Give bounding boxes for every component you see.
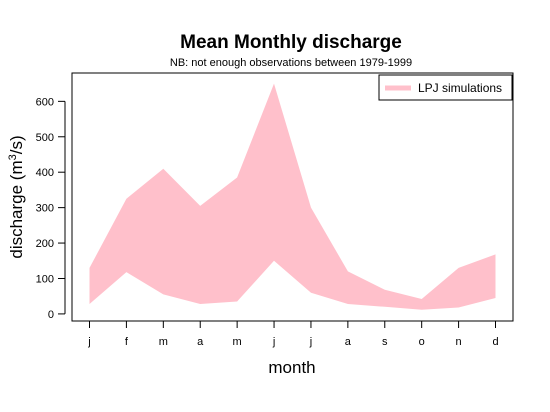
x-axis-label: month (268, 358, 315, 377)
plot-frame (71, 72, 514, 322)
chart-title: Mean Monthly discharge (180, 32, 402, 53)
y-tick-label: 600 (36, 96, 54, 108)
y-axis-label-prefix: discharge (m (7, 160, 26, 258)
x-tick-label: a (345, 336, 352, 348)
series-band-0 (89, 83, 496, 310)
y-tick-label: 400 (36, 167, 54, 179)
y-axis-label: discharge (m3/s) (7, 135, 26, 258)
x-tick-label: j (309, 336, 312, 348)
x-tick-label: a (197, 336, 204, 348)
x-tick-label: o (419, 336, 425, 348)
y-axis-label-suffix: /s) (7, 135, 26, 154)
legend-box (378, 74, 513, 101)
y-tick-label: 300 (36, 203, 54, 215)
y-tick-label: 0 (48, 309, 54, 321)
y-tick-label: 200 (36, 238, 54, 250)
x-tick-label: m (159, 336, 168, 348)
x-tick-label: j (272, 336, 275, 348)
y-axis-label-superscript: 3 (7, 154, 19, 160)
chart-subtitle: NB: not enough observations between 1979… (170, 57, 412, 69)
x-tick-label: s (382, 336, 388, 348)
plot-area (89, 83, 496, 310)
x-tick-label: j (87, 336, 90, 348)
x-tick-label: m (233, 336, 242, 348)
y-axis: 0 100 200 300 400 500 600 (36, 96, 66, 321)
x-tick-label: d (492, 336, 498, 348)
legend: LPJ simulations (378, 74, 513, 101)
x-tick-label: f (125, 336, 129, 348)
legend-label: LPJ simulations (418, 81, 502, 95)
y-tick-label: 500 (36, 132, 54, 144)
y-tick-label: 100 (36, 273, 54, 285)
x-tick-label: n (456, 336, 462, 348)
